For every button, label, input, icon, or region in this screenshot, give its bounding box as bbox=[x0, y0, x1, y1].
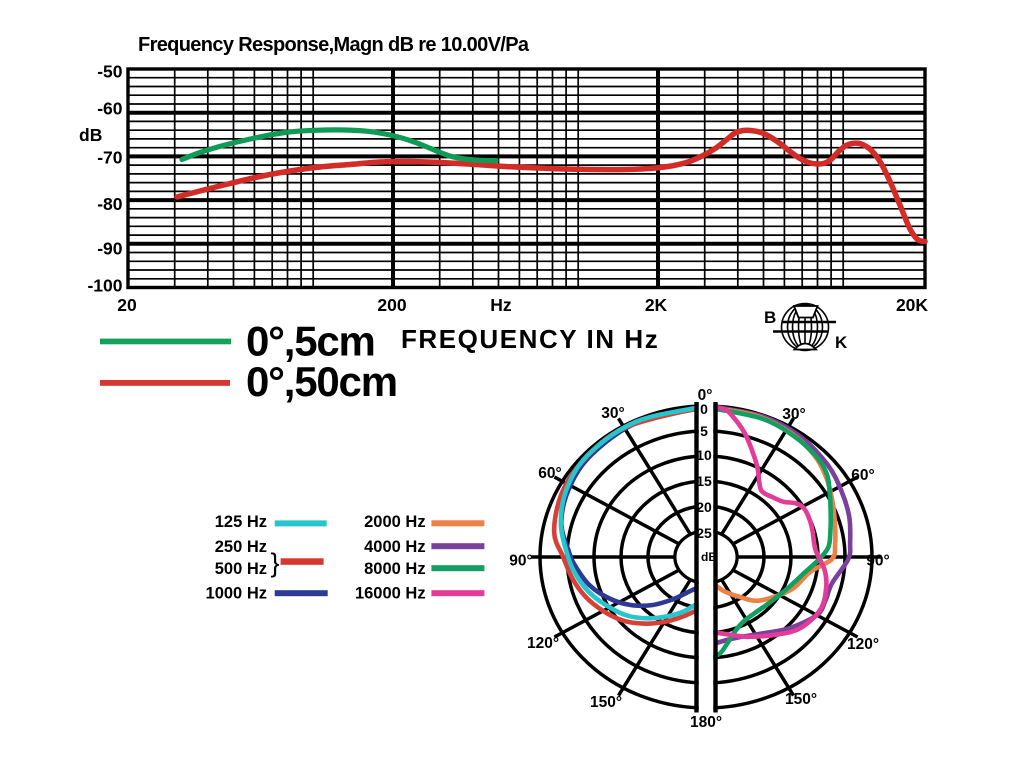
svg-text:2K: 2K bbox=[645, 295, 668, 315]
svg-text:2000 Hz: 2000 Hz bbox=[364, 513, 425, 531]
svg-text:FREQUENCY IN Hz: FREQUENCY IN Hz bbox=[401, 324, 659, 354]
svg-text:90°: 90° bbox=[866, 553, 889, 570]
svg-text:20K: 20K bbox=[896, 295, 928, 315]
svg-text:150°: 150° bbox=[785, 691, 817, 708]
svg-text:Hz: Hz bbox=[490, 295, 512, 315]
svg-text:0°: 0° bbox=[698, 387, 713, 404]
svg-text:16000 Hz: 16000 Hz bbox=[355, 585, 426, 603]
svg-text:0: 0 bbox=[700, 401, 708, 417]
svg-text:120°: 120° bbox=[847, 636, 879, 653]
svg-text:30°: 30° bbox=[782, 406, 805, 423]
svg-text:1000 Hz: 1000 Hz bbox=[206, 585, 267, 603]
svg-text:dB: dB bbox=[701, 550, 717, 564]
svg-text:0°,5cm: 0°,5cm bbox=[246, 318, 375, 365]
svg-text:30°: 30° bbox=[601, 405, 624, 422]
svg-text:-80: -80 bbox=[97, 194, 123, 214]
svg-text:-50: -50 bbox=[97, 62, 123, 82]
svg-text:-60: -60 bbox=[97, 99, 123, 119]
svg-text:0°,50cm: 0°,50cm bbox=[246, 358, 397, 405]
svg-text:60°: 60° bbox=[851, 467, 874, 484]
svg-text:B: B bbox=[764, 308, 776, 327]
svg-text:60°: 60° bbox=[538, 465, 561, 482]
svg-text:20: 20 bbox=[696, 499, 712, 515]
svg-text:180°: 180° bbox=[690, 714, 722, 731]
svg-text:250 Hz: 250 Hz bbox=[215, 538, 267, 556]
svg-text:120°: 120° bbox=[527, 635, 559, 652]
svg-text:K: K bbox=[835, 333, 848, 352]
svg-text:10: 10 bbox=[696, 447, 712, 463]
svg-text:dB: dB bbox=[79, 125, 102, 145]
svg-text:8000 Hz: 8000 Hz bbox=[364, 560, 425, 578]
svg-text:15: 15 bbox=[696, 473, 712, 489]
svg-text:-100: -100 bbox=[87, 276, 122, 296]
svg-text:4000 Hz: 4000 Hz bbox=[364, 538, 425, 556]
svg-text:150°: 150° bbox=[590, 694, 622, 711]
svg-text:25: 25 bbox=[696, 525, 712, 541]
svg-text:20: 20 bbox=[117, 295, 137, 315]
svg-text:-70: -70 bbox=[97, 148, 123, 168]
svg-text:-90: -90 bbox=[97, 239, 123, 259]
svg-text:}: } bbox=[271, 548, 280, 578]
svg-text:200: 200 bbox=[377, 295, 406, 315]
svg-text:90°: 90° bbox=[509, 553, 532, 570]
svg-text:Frequency Response,Magn dB re: Frequency Response,Magn dB re 10.00V/Pa bbox=[138, 34, 530, 56]
svg-text:125 Hz: 125 Hz bbox=[215, 513, 267, 531]
svg-text:5: 5 bbox=[700, 423, 708, 439]
svg-text:500 Hz: 500 Hz bbox=[215, 560, 267, 578]
